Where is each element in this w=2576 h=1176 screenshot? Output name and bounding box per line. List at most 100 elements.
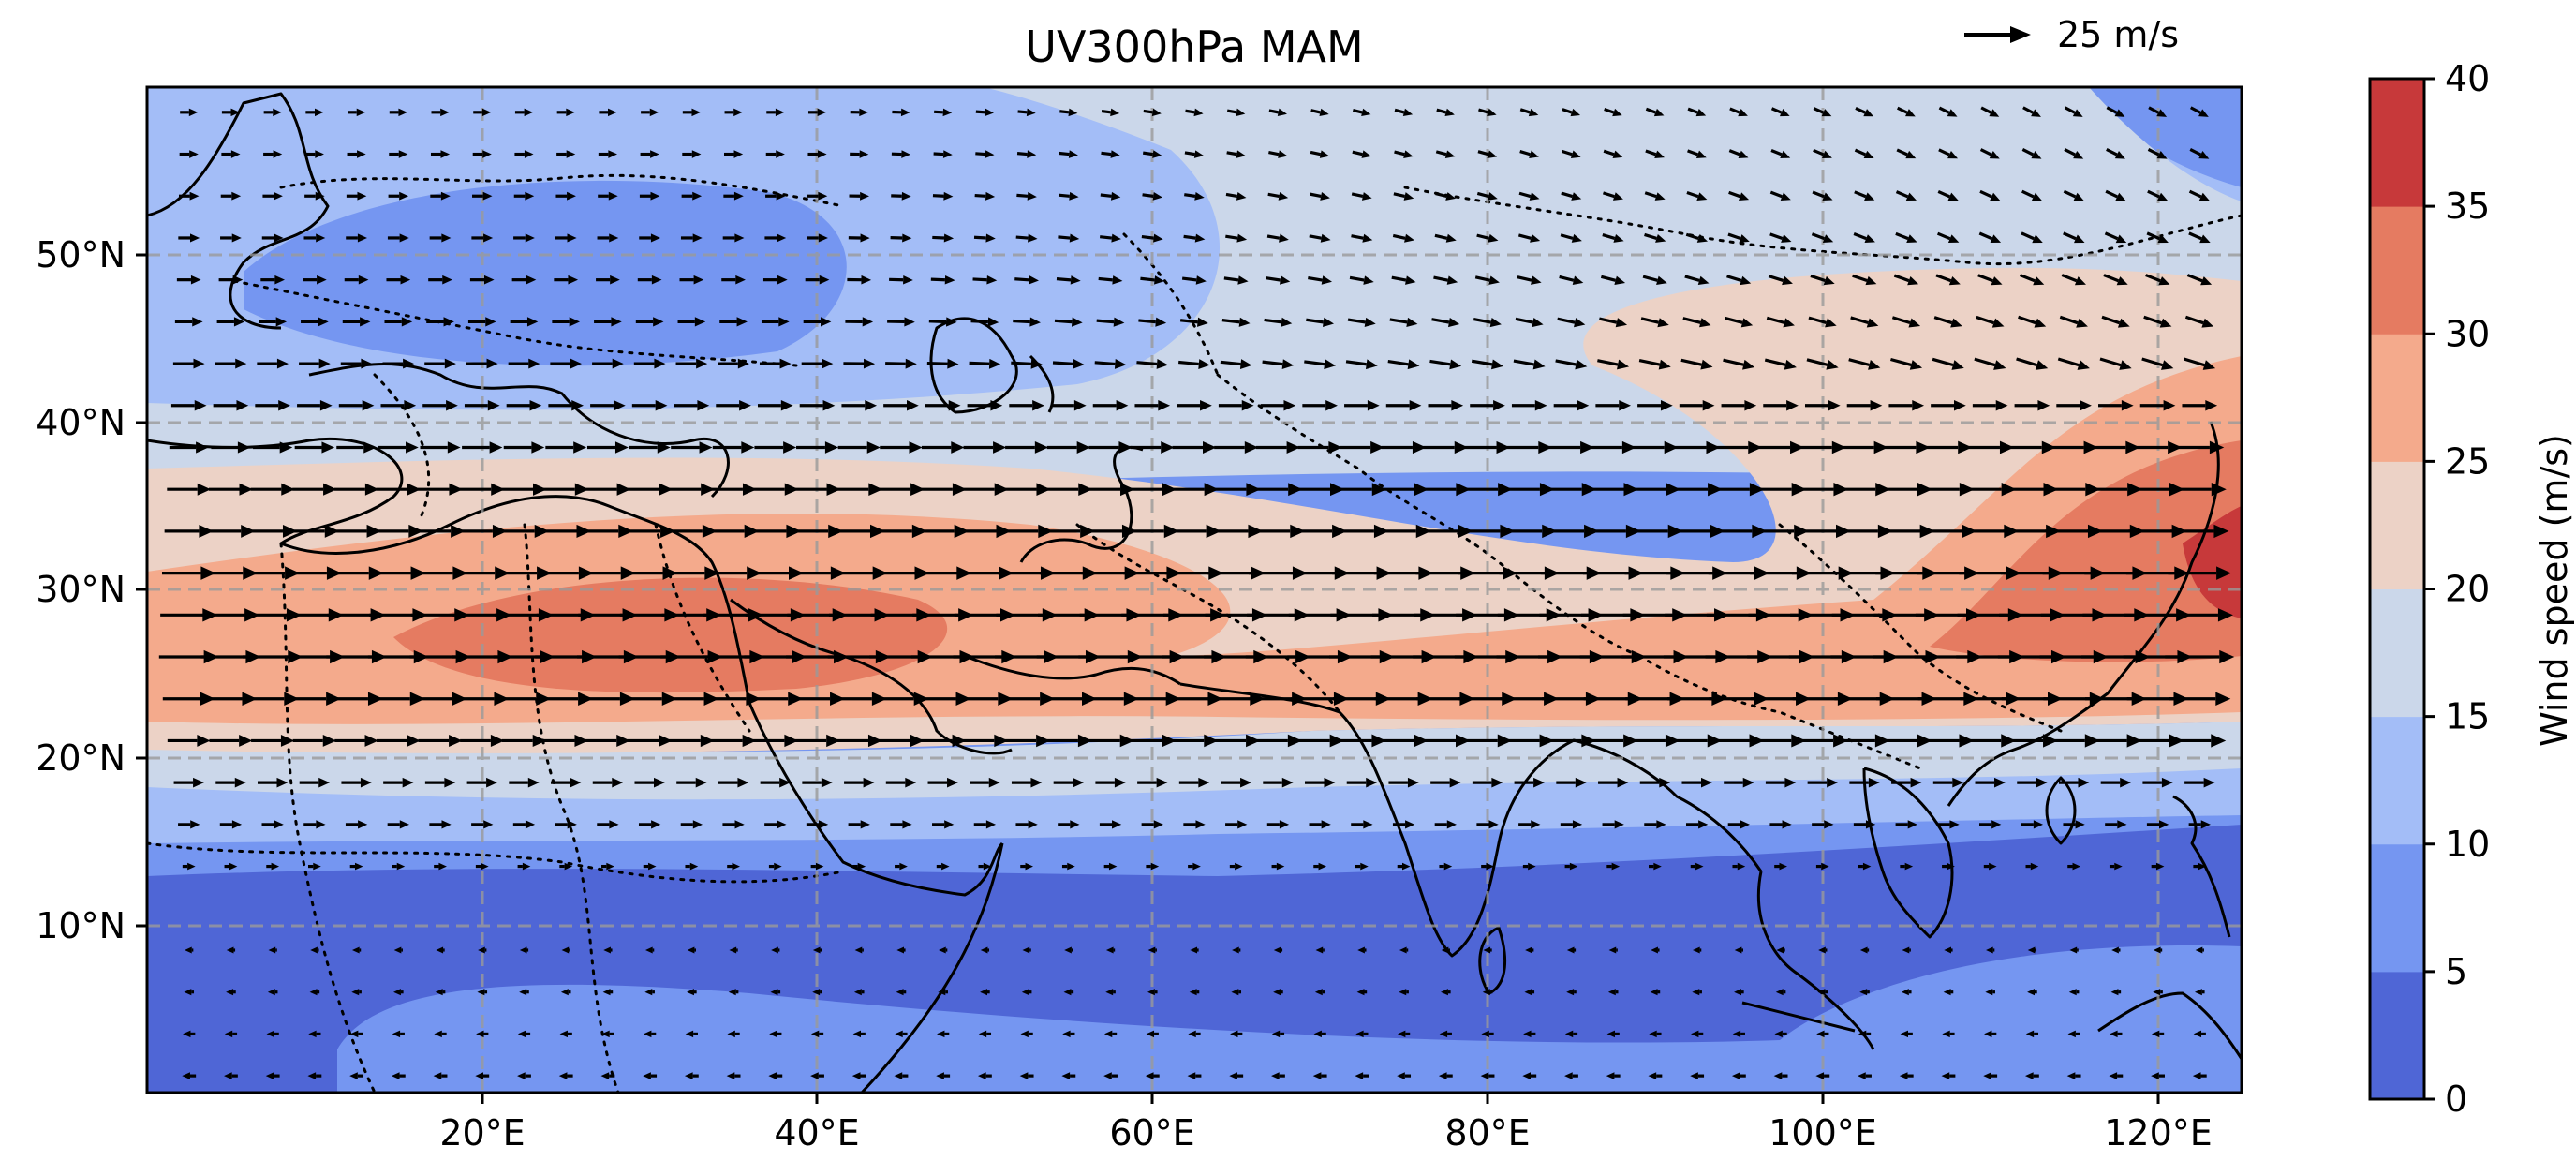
colorbar-segment (2370, 206, 2424, 335)
wind-vector-head (274, 820, 284, 829)
wind-vector-shaft (1101, 151, 1112, 156)
wind-vector-head (1062, 1030, 1071, 1038)
wind-vector-head (1236, 108, 1246, 117)
wind-vector-head (524, 108, 534, 117)
wind-vector-head (1865, 820, 1876, 829)
wind-vector-head (1030, 358, 1043, 369)
wind-vector-head (692, 233, 703, 243)
wind-vector-head (1111, 233, 1121, 243)
wind-vector-head (1246, 734, 1261, 748)
wind-vector-head (2027, 989, 2036, 996)
wind-vector-head (608, 108, 617, 117)
wind-vector-head (1732, 1030, 1741, 1038)
wind-vector-head (2160, 360, 2174, 370)
wind-vector-head (307, 1072, 317, 1080)
wind-vector-head (1659, 777, 1671, 788)
wind-vector-head (768, 1072, 777, 1080)
wind-vector-shaft (1179, 319, 1198, 324)
wind-vector-head (1899, 1072, 1908, 1080)
wind-vector-head (1614, 820, 1624, 829)
wind-vector-head (519, 946, 527, 954)
wind-vector-head (1731, 1072, 1740, 1080)
wind-vector-shaft (1262, 360, 1283, 366)
wind-vector-head (441, 233, 452, 243)
wind-vector-head (274, 233, 284, 243)
wind-vector-shaft (1391, 275, 1407, 282)
wind-vector-shaft (1058, 193, 1070, 198)
wind-vector-head (194, 400, 207, 411)
wind-vector-head (2158, 276, 2170, 286)
wind-vector-head (985, 108, 994, 117)
contour-band-30-35-east (1930, 440, 2242, 662)
wind-vector-head (444, 358, 456, 369)
wind-vector-head (1449, 359, 1462, 370)
colorbar-segment (2370, 843, 2424, 973)
wind-vector-head (1900, 1030, 1908, 1038)
wind-vector-head (1034, 441, 1049, 454)
wind-vector-shaft (1223, 276, 1239, 282)
wind-vector-shaft (1221, 319, 1240, 324)
wind-vector-shaft (1431, 318, 1450, 324)
wind-vector-head (859, 108, 868, 117)
wind-vector-shaft (1014, 277, 1029, 282)
wind-vector-head (1105, 989, 1114, 996)
wind-vector-head (1404, 233, 1414, 243)
wind-vector-head (1320, 192, 1330, 201)
wind-vector-head (1692, 989, 1700, 996)
wind-vector-head (1073, 400, 1087, 411)
wind-vector-head (1863, 150, 1874, 159)
wind-vector-head (265, 1072, 274, 1080)
wind-vector-head (532, 734, 547, 747)
wind-vector-head (1078, 483, 1093, 497)
wind-vector-head (358, 820, 368, 829)
wind-vector-head (1907, 820, 1917, 829)
wind-vector-head (440, 108, 450, 117)
x-tick-label: 60°E (1109, 1112, 1194, 1154)
wind-vector-shaft (2021, 189, 2035, 199)
wind-vector-head (1826, 359, 1839, 370)
wind-vector-head (1859, 989, 1868, 996)
wind-vector-head (1116, 400, 1129, 411)
wind-vector-head (1110, 191, 1121, 201)
wind-vector-head (1822, 234, 1834, 243)
wind-vector-head (1279, 820, 1290, 829)
wind-vector-head (274, 275, 286, 285)
wind-vector-shaft (1142, 193, 1154, 198)
wind-vector-shaft (1178, 360, 1199, 366)
wind-vector-head (1828, 400, 1841, 411)
wind-vector-head (700, 734, 715, 748)
wind-vector-head (1739, 234, 1750, 243)
wind-vector-head (1405, 820, 1415, 829)
wind-vector-head (1691, 1030, 1699, 1038)
wind-vector-head (1229, 1072, 1237, 1080)
wind-vector-head (2073, 192, 2084, 201)
wind-vector-head (938, 989, 946, 996)
wind-vector-head (774, 862, 782, 871)
wind-vector-head (901, 191, 911, 201)
wind-vector-shaft (1054, 319, 1073, 324)
wind-vector-shaft (1645, 149, 1657, 156)
wind-vector-head (648, 862, 657, 871)
wind-vector-head (902, 820, 912, 829)
wind-vector-shaft (1016, 152, 1028, 156)
wind-vector-shaft (1308, 275, 1323, 282)
wind-vector-head (449, 734, 463, 747)
wind-vector-head (1571, 233, 1582, 243)
wind-vector-head (693, 275, 704, 285)
wind-vector-shaft (1853, 232, 1867, 241)
wind-vector-shaft (972, 277, 987, 282)
wind-vector-head (2037, 400, 2050, 411)
wind-vector-head (266, 1030, 274, 1038)
colorbar-segment (2370, 334, 2424, 462)
wind-vector-head (2159, 318, 2172, 328)
wind-vector-shaft (1011, 361, 1031, 365)
wind-vector-shaft (1013, 319, 1030, 324)
wind-vector-head (650, 233, 661, 243)
wind-vector-head (659, 734, 673, 748)
wind-vector-shaft (2061, 274, 2078, 283)
wind-vector-head (818, 820, 829, 829)
wind-vector-head (2116, 276, 2128, 286)
wind-vector-head (1399, 946, 1407, 954)
wind-vector-shaft (2101, 315, 2121, 325)
wind-vector-head (2072, 862, 2081, 871)
